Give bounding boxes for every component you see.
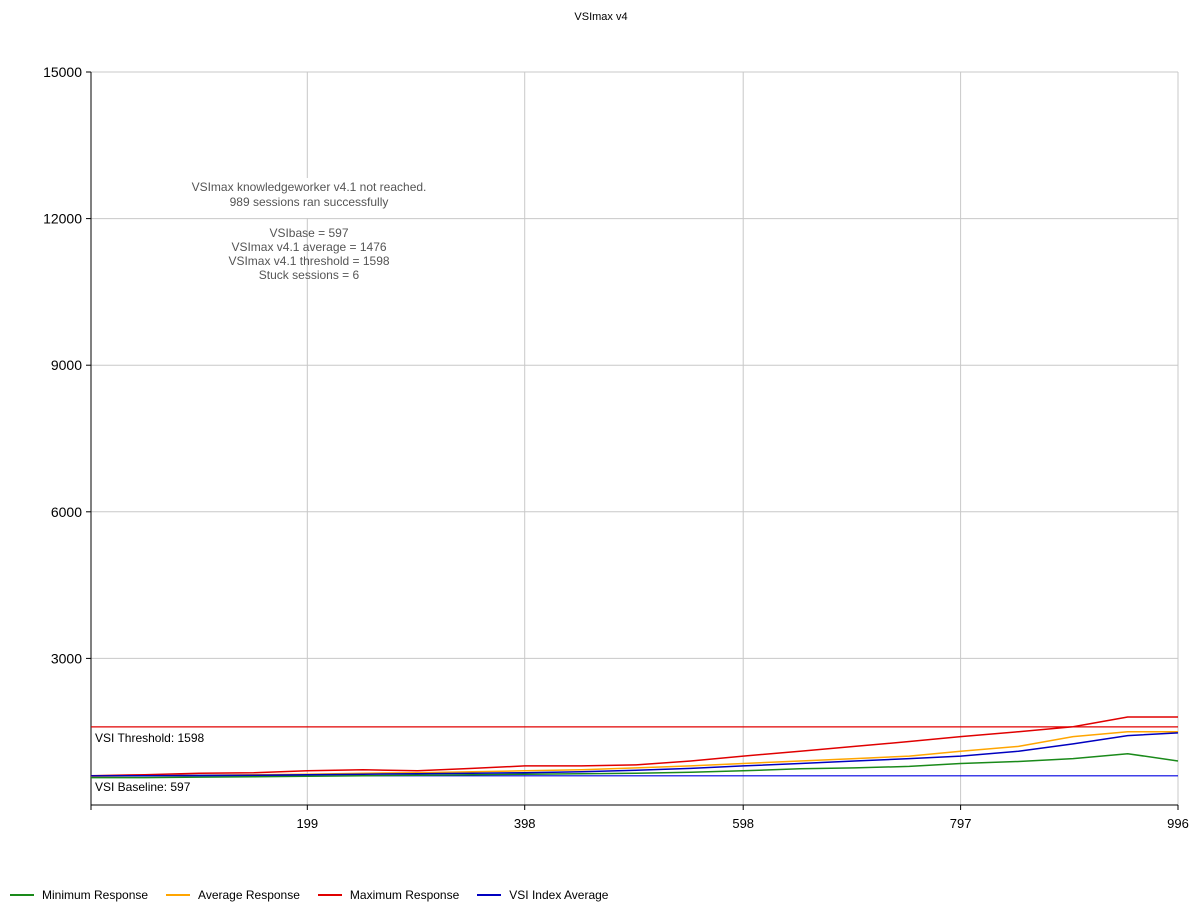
- series-line-vsi-index-average: [90, 732, 1179, 777]
- y-tick-label-3: 12000: [43, 211, 82, 227]
- reference-lines: VSI Threshold: 1598 VSI Baseline: 597: [91, 726, 1178, 794]
- annotation-line-1: VSImax knowledgeworker v4.1 not reached.: [192, 180, 427, 194]
- legend-swatch-minimum: [10, 894, 34, 896]
- legend-label-vsi-index: VSI Index Average: [509, 888, 609, 902]
- annotation-line-6: Stuck sessions = 6: [259, 268, 360, 282]
- legend-label-average: Average Response: [198, 888, 300, 902]
- x-tick-label-4: 996: [1167, 816, 1189, 831]
- series-line-maximum-response: [90, 716, 1178, 777]
- x-tick-label-2: 598: [732, 816, 754, 831]
- annotation-line-5: VSImax v4.1 threshold = 1598: [228, 254, 389, 268]
- legend-item-vsi-index-average[interactable]: VSI Index Average: [477, 888, 608, 902]
- legend-swatch-average: [166, 894, 191, 896]
- axes: 199 398 598 797 996 3000 6000 9000 12000 15000: [43, 64, 1189, 831]
- legend-item-maximum-response[interactable]: Maximum Response: [317, 888, 460, 902]
- annotation-background: [178, 178, 442, 218]
- series-line-minimum-response: [91, 752, 1179, 779]
- annotation-line-3: VSIbase = 597: [269, 226, 348, 240]
- legend-swatch-maximum: [317, 894, 342, 896]
- legend-item-minimum-response[interactable]: Minimum Response: [10, 888, 148, 902]
- chart-canvas: VSImax v4 199 398 598 797 996 3000 6000 9000 120…: [43, 11, 1189, 831]
- status-annotation: VSImax knowledgeworker v4.1 not reached.…: [178, 178, 442, 282]
- y-tick-label-2: 9000: [51, 357, 82, 373]
- chart-title: VSImax v4: [574, 11, 627, 23]
- legend-swatch-vsi-index: [477, 894, 502, 896]
- annotation-line-2: 989 sessions ran successfully: [230, 195, 389, 209]
- legend-item-average-response[interactable]: Average Response: [166, 888, 300, 902]
- x-tick-label-3: 797: [950, 816, 972, 831]
- y-tick-label-0: 3000: [51, 650, 82, 666]
- legend: Minimum Response Average Response Maximu…: [10, 888, 626, 902]
- reference-label-0: VSI Threshold: 1598: [95, 731, 205, 745]
- annotation-line-4: VSImax v4.1 average = 1476: [231, 240, 386, 254]
- series-lines: [90, 716, 1179, 779]
- grid-lines: [91, 71, 1179, 805]
- x-tick-label-0: 199: [296, 816, 318, 831]
- y-tick-label-4: 15000: [43, 64, 82, 80]
- reference-label-1: VSI Baseline: 597: [95, 780, 191, 794]
- y-tick-label-1: 6000: [51, 504, 82, 520]
- legend-label-minimum: Minimum Response: [42, 888, 149, 902]
- series-line-average-response: [90, 730, 1178, 777]
- x-tick-label-1: 398: [514, 816, 536, 831]
- legend-label-maximum: Maximum Response: [349, 888, 460, 902]
